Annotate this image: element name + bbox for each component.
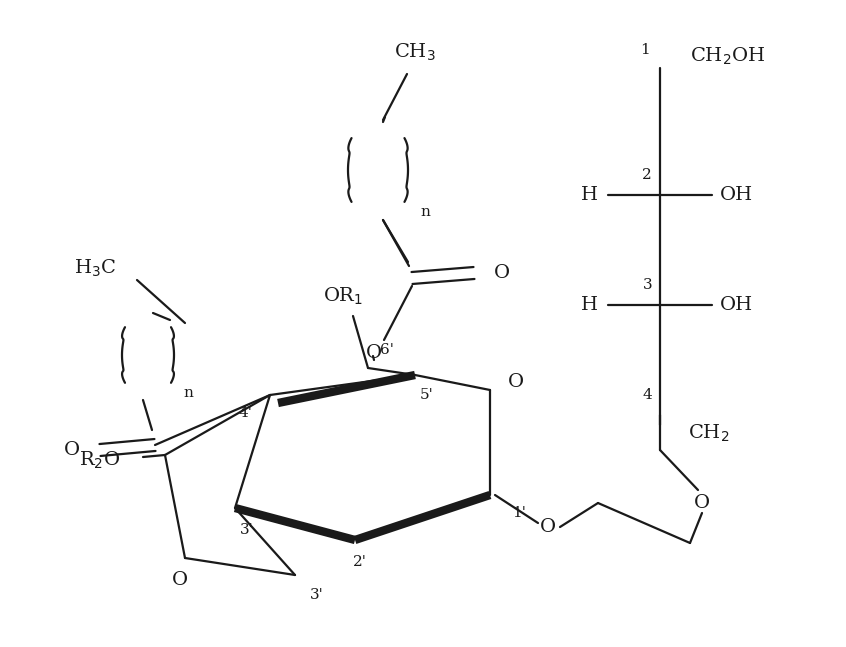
Text: H$_3$C: H$_3$C <box>74 258 116 279</box>
Text: 3': 3' <box>240 523 254 537</box>
Text: 4': 4' <box>238 406 252 420</box>
Text: O: O <box>172 571 188 589</box>
Text: 2': 2' <box>353 555 367 569</box>
Text: 3: 3 <box>642 278 652 292</box>
Text: OR$_1$: OR$_1$ <box>323 285 363 307</box>
Text: O: O <box>366 344 382 362</box>
Text: 3': 3' <box>310 588 324 602</box>
Text: n: n <box>183 386 193 400</box>
Text: H: H <box>581 296 598 314</box>
Text: O: O <box>694 494 710 512</box>
Text: 4: 4 <box>642 388 652 402</box>
Text: OH: OH <box>720 296 753 314</box>
Text: 2: 2 <box>642 168 652 182</box>
Text: O: O <box>64 441 80 459</box>
Text: 6': 6' <box>380 343 394 357</box>
Text: R$_2$O: R$_2$O <box>79 450 120 470</box>
Text: n: n <box>420 205 430 219</box>
Text: CH$_3$: CH$_3$ <box>394 41 436 63</box>
Text: H: H <box>581 186 598 204</box>
Text: O: O <box>494 264 510 282</box>
Text: CH$_2$: CH$_2$ <box>688 422 729 444</box>
Text: O: O <box>540 518 556 536</box>
Text: O: O <box>508 373 525 391</box>
Text: CH$_2$OH: CH$_2$OH <box>690 45 766 67</box>
Text: 5': 5' <box>420 388 434 402</box>
Text: 1': 1' <box>512 506 526 520</box>
Text: 1: 1 <box>640 43 650 57</box>
Text: OH: OH <box>720 186 753 204</box>
